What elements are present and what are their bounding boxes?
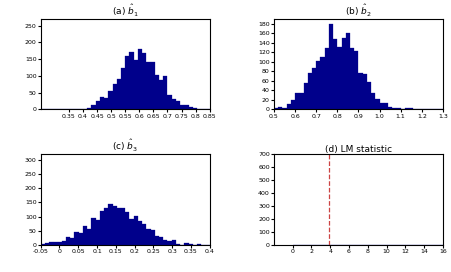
Title: (b) $\hat{b}_2$: (b) $\hat{b}_2$ <box>344 3 371 19</box>
Bar <box>286 104 290 109</box>
Bar <box>184 105 188 109</box>
Bar <box>104 98 108 109</box>
Bar <box>159 237 163 245</box>
Bar <box>374 99 379 109</box>
Bar <box>328 24 332 109</box>
Bar <box>163 76 167 109</box>
Bar <box>116 79 121 109</box>
Bar <box>197 244 201 245</box>
Bar <box>383 103 387 109</box>
Bar <box>159 80 163 109</box>
Bar <box>167 95 171 109</box>
Bar <box>180 105 184 109</box>
Bar <box>379 103 383 109</box>
Bar <box>277 107 282 109</box>
Bar <box>336 47 341 109</box>
Title: (c) $\hat{b}_3$: (c) $\hat{b}_3$ <box>112 138 138 154</box>
Bar <box>366 82 370 109</box>
Bar <box>87 108 91 109</box>
Bar <box>112 206 116 245</box>
Bar <box>87 229 91 245</box>
Bar <box>324 48 328 109</box>
Bar <box>112 84 116 109</box>
Bar <box>49 242 53 245</box>
Bar <box>53 242 57 245</box>
Bar <box>133 60 138 109</box>
Bar <box>150 230 154 245</box>
Bar <box>188 244 193 245</box>
Bar <box>358 73 362 109</box>
Bar <box>125 212 129 245</box>
Bar <box>146 62 150 109</box>
Bar <box>138 221 142 245</box>
Bar <box>391 108 396 109</box>
Bar <box>362 74 366 109</box>
Bar <box>171 240 175 245</box>
Bar <box>175 101 180 109</box>
Title: (d) LM statistic: (d) LM statistic <box>324 145 391 154</box>
Bar <box>108 205 112 245</box>
Bar <box>163 240 167 245</box>
Bar <box>184 243 188 245</box>
Bar <box>142 54 146 109</box>
Bar <box>307 73 311 109</box>
Bar <box>100 211 104 245</box>
Bar <box>66 237 70 245</box>
Bar <box>282 108 286 109</box>
Bar <box>150 62 154 109</box>
Bar <box>370 93 374 109</box>
Bar <box>129 219 133 245</box>
Bar <box>104 208 108 245</box>
Bar <box>299 93 303 109</box>
Bar <box>70 238 74 245</box>
Bar <box>45 243 49 245</box>
Bar <box>41 244 45 245</box>
Bar <box>116 208 121 245</box>
Title: (a) $\hat{b}_1$: (a) $\hat{b}_1$ <box>111 3 138 19</box>
Bar <box>91 105 96 109</box>
Bar <box>167 240 171 245</box>
Bar <box>154 75 159 109</box>
Bar <box>188 107 193 109</box>
Bar <box>341 38 345 109</box>
Bar <box>311 69 316 109</box>
Bar <box>121 68 125 109</box>
Bar <box>154 236 159 245</box>
Bar <box>142 224 146 245</box>
Bar <box>129 52 133 109</box>
Bar <box>83 226 87 245</box>
Bar <box>96 220 100 245</box>
Bar <box>303 83 307 109</box>
Bar <box>91 218 96 245</box>
Bar <box>193 108 197 109</box>
Bar <box>96 101 100 109</box>
Bar <box>78 233 83 245</box>
Bar <box>387 107 391 109</box>
Bar <box>125 56 129 109</box>
Bar <box>354 51 358 109</box>
Bar <box>316 61 320 109</box>
Bar <box>57 242 62 245</box>
Bar <box>332 39 336 109</box>
Bar <box>108 91 112 109</box>
Bar <box>62 241 66 245</box>
Bar <box>349 48 354 109</box>
Bar <box>138 49 142 109</box>
Bar <box>100 97 104 109</box>
Bar <box>74 232 78 245</box>
Bar <box>290 100 295 109</box>
Bar <box>121 208 125 245</box>
Bar <box>175 244 180 245</box>
Bar <box>345 33 349 109</box>
Bar <box>320 57 324 109</box>
Bar <box>133 216 138 245</box>
Bar <box>171 99 175 109</box>
Bar <box>146 229 150 245</box>
Bar <box>295 93 299 109</box>
